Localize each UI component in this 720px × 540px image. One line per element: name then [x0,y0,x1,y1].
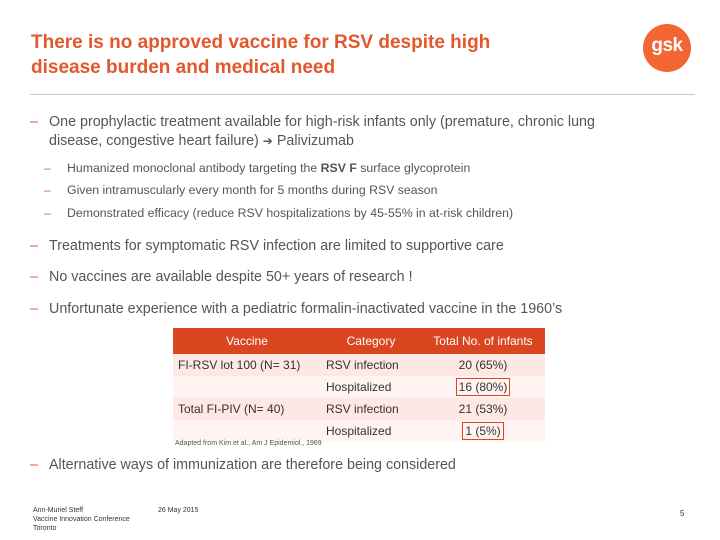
bullet-no-vaccines: – No vaccines are available despite 50+ … [30,268,700,287]
page-number: 5 [680,509,685,518]
sub-bullet-efficacy: – Demonstrated efficacy (reduce RSV hosp… [44,205,684,221]
bullet-text-line-1: One prophylactic treatment available for… [49,114,595,130]
bullet-treatments: – Treatments for symptomatic RSV infecti… [30,237,700,256]
cell-total: 20 (65%) [421,354,545,376]
footer-author-block: Ann-Muriel Steff Vaccine Innovation Conf… [33,506,130,533]
bullet-text: Treatments for symptomatic RSV infection… [49,238,504,254]
arrow-right-icon: ➔ [262,134,273,148]
cell-category: RSV infection [321,354,421,376]
bullet-unfortunate-experience: – Unfortunate experience with a pediatri… [30,300,700,319]
table-header-row: Vaccine Category Total No. of infants [173,328,545,354]
table-row: FI-RSV lot 100 (N= 31) RSV infection 20 … [173,354,545,376]
title-divider [30,94,695,95]
bullet-text-part: disease, congestive heart failure) [49,133,259,149]
bullet-dash: – [44,206,51,220]
gsk-logo: gsk [643,24,691,72]
table-caption: Adapted from Kim et al., Am J Epidemiol.… [175,440,322,447]
highlight-box: 16 (80%) [455,378,511,396]
title-line-2: disease burden and medical need [31,57,336,78]
rsv-f-bold: RSV F [320,161,357,175]
sub-text-part: Humanized monoclonal antibody targeting … [67,161,318,175]
cell-vaccine [173,420,321,442]
cell-category: Hospitalized [321,376,421,398]
footer-author: Ann-Muriel Steff [33,507,84,514]
sub-bullet-text: Humanized monoclonal antibody targeting … [67,160,470,176]
table-row: Total FI-PIV (N= 40) RSV infection 21 (5… [173,398,545,420]
bullet-dash: – [30,301,38,317]
sub-bullet-intramuscular: – Given intramuscularly every month for … [44,182,684,198]
cell-vaccine: Total FI-PIV (N= 40) [173,398,321,420]
cell-total-highlighted: 1 (5%) [421,420,545,442]
cell-category: Hospitalized [321,420,421,442]
header-vaccine: Vaccine [173,328,321,354]
cell-total: 21 (53%) [421,398,545,420]
bullet-prophylactic: – One prophylactic treatment available f… [30,113,700,153]
bullet-dash: – [30,457,38,473]
footer-event: Vaccine Innovation Conference [33,516,130,523]
palivizumab-text: Palivizumab [276,133,354,149]
bullet-dash: – [44,183,51,197]
sub-bullet-text: Given intramuscularly every month for 5 … [67,183,438,197]
bullet-text: No vaccines are available despite 50+ ye… [49,269,413,285]
bullet-text: Unfortunate experience with a pediatric … [49,301,563,317]
bullet-text-line-2: disease, congestive heart failure) ➔ Pal… [49,132,354,151]
bullet-dash: – [30,114,38,130]
footer-date: 26 May 2015 [158,507,199,514]
bullet-dash: – [30,269,38,285]
cell-vaccine [173,376,321,398]
cell-category: RSV infection [321,398,421,420]
footer-city: Toronto [33,525,57,532]
bullet-dash: – [30,238,38,254]
header-category: Category [321,328,421,354]
logo-text: gsk [651,35,683,56]
table-row: Hospitalized 1 (5%) [173,420,545,442]
bullet-text: Alternative ways of immunization are the… [49,457,456,473]
cell-vaccine: FI-RSV lot 100 (N= 31) [173,354,321,376]
header-total-infants: Total No. of infants [421,328,545,354]
highlight-box: 1 (5%) [462,422,504,440]
table-row: Hospitalized 16 (80%) [173,376,545,398]
slide-title: There is no approved vaccine for RSV des… [31,30,601,80]
bullet-dash: – [44,161,51,175]
sub-bullet-monoclonal: – Humanized monoclonal antibody targetin… [44,160,684,176]
vaccine-results-table: Vaccine Category Total No. of infants FI… [173,328,545,442]
sub-text-part: surface glycoprotein [360,161,471,175]
sub-bullet-text: Demonstrated efficacy (reduce RSV hospit… [67,206,514,220]
bullet-alternative-ways: – Alternative ways of immunization are t… [30,456,700,475]
cell-total-highlighted: 16 (80%) [421,376,545,398]
title-line-1: There is no approved vaccine for RSV des… [31,32,491,53]
